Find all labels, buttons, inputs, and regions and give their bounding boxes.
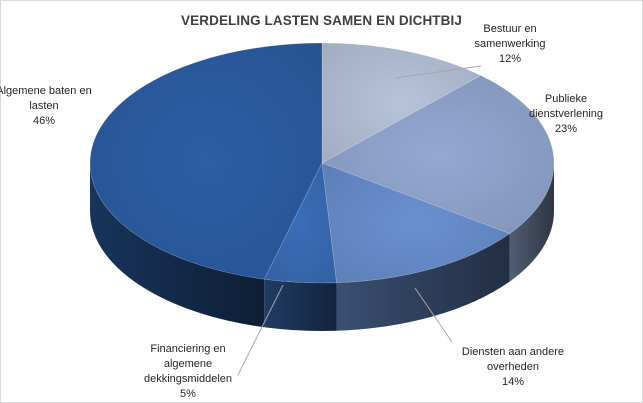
chart-title: VERDELING LASTEN SAMEN EN DICHTBIJ <box>181 13 462 28</box>
pie-side-3 <box>264 279 337 332</box>
slice-label-3: Financiering en algemene dekkingsmiddelen 5… <box>118 342 258 402</box>
pie-side-1 <box>509 163 554 282</box>
slice-label-line: Bestuur en <box>483 23 537 35</box>
slice-percentage: 23% <box>554 123 578 135</box>
pie-slice-3 <box>263 161 337 284</box>
pie-side-4 <box>90 163 265 328</box>
slice-label-line: Publieke <box>544 93 588 105</box>
slice-percentage: 46% <box>32 115 56 127</box>
slice-percentage: 12% <box>498 53 522 65</box>
leader-line-2 <box>414 287 453 343</box>
slice-label-line: Diensten aan andere <box>461 346 565 358</box>
slice-label-0: Bestuur en samenwerking 12% <box>455 22 565 67</box>
leader-line-3 <box>237 284 284 376</box>
slice-label-4: Algemene baten en lasten 46% <box>0 84 99 129</box>
slice-percentage: 5% <box>180 388 196 400</box>
slice-label-line: Algemene baten en <box>0 85 92 97</box>
slice-percentage: 14% <box>501 376 525 388</box>
slice-label-2: Diensten aan andere overheden 14% <box>443 345 583 390</box>
pie-side-2 <box>336 233 510 331</box>
slice-label-line: samenwerking <box>474 38 546 50</box>
slice-label-line: overheden <box>487 361 539 373</box>
slice-label-line: lasten <box>29 100 59 112</box>
leader-line-0 <box>394 65 482 79</box>
slice-label-line: Financiering en <box>150 343 226 355</box>
pie-slice-1 <box>321 75 555 234</box>
pie-slice-0 <box>321 42 482 164</box>
slice-label-line: dienstverlening <box>529 108 603 120</box>
slice-label-line: algemene <box>163 358 213 370</box>
pie-slice-2 <box>321 162 511 284</box>
slice-label-1: Publieke dienstverlening 23% <box>511 92 621 137</box>
pie-slice-4 <box>89 42 323 280</box>
slice-label-line: dekkingsmiddelen <box>143 373 233 385</box>
